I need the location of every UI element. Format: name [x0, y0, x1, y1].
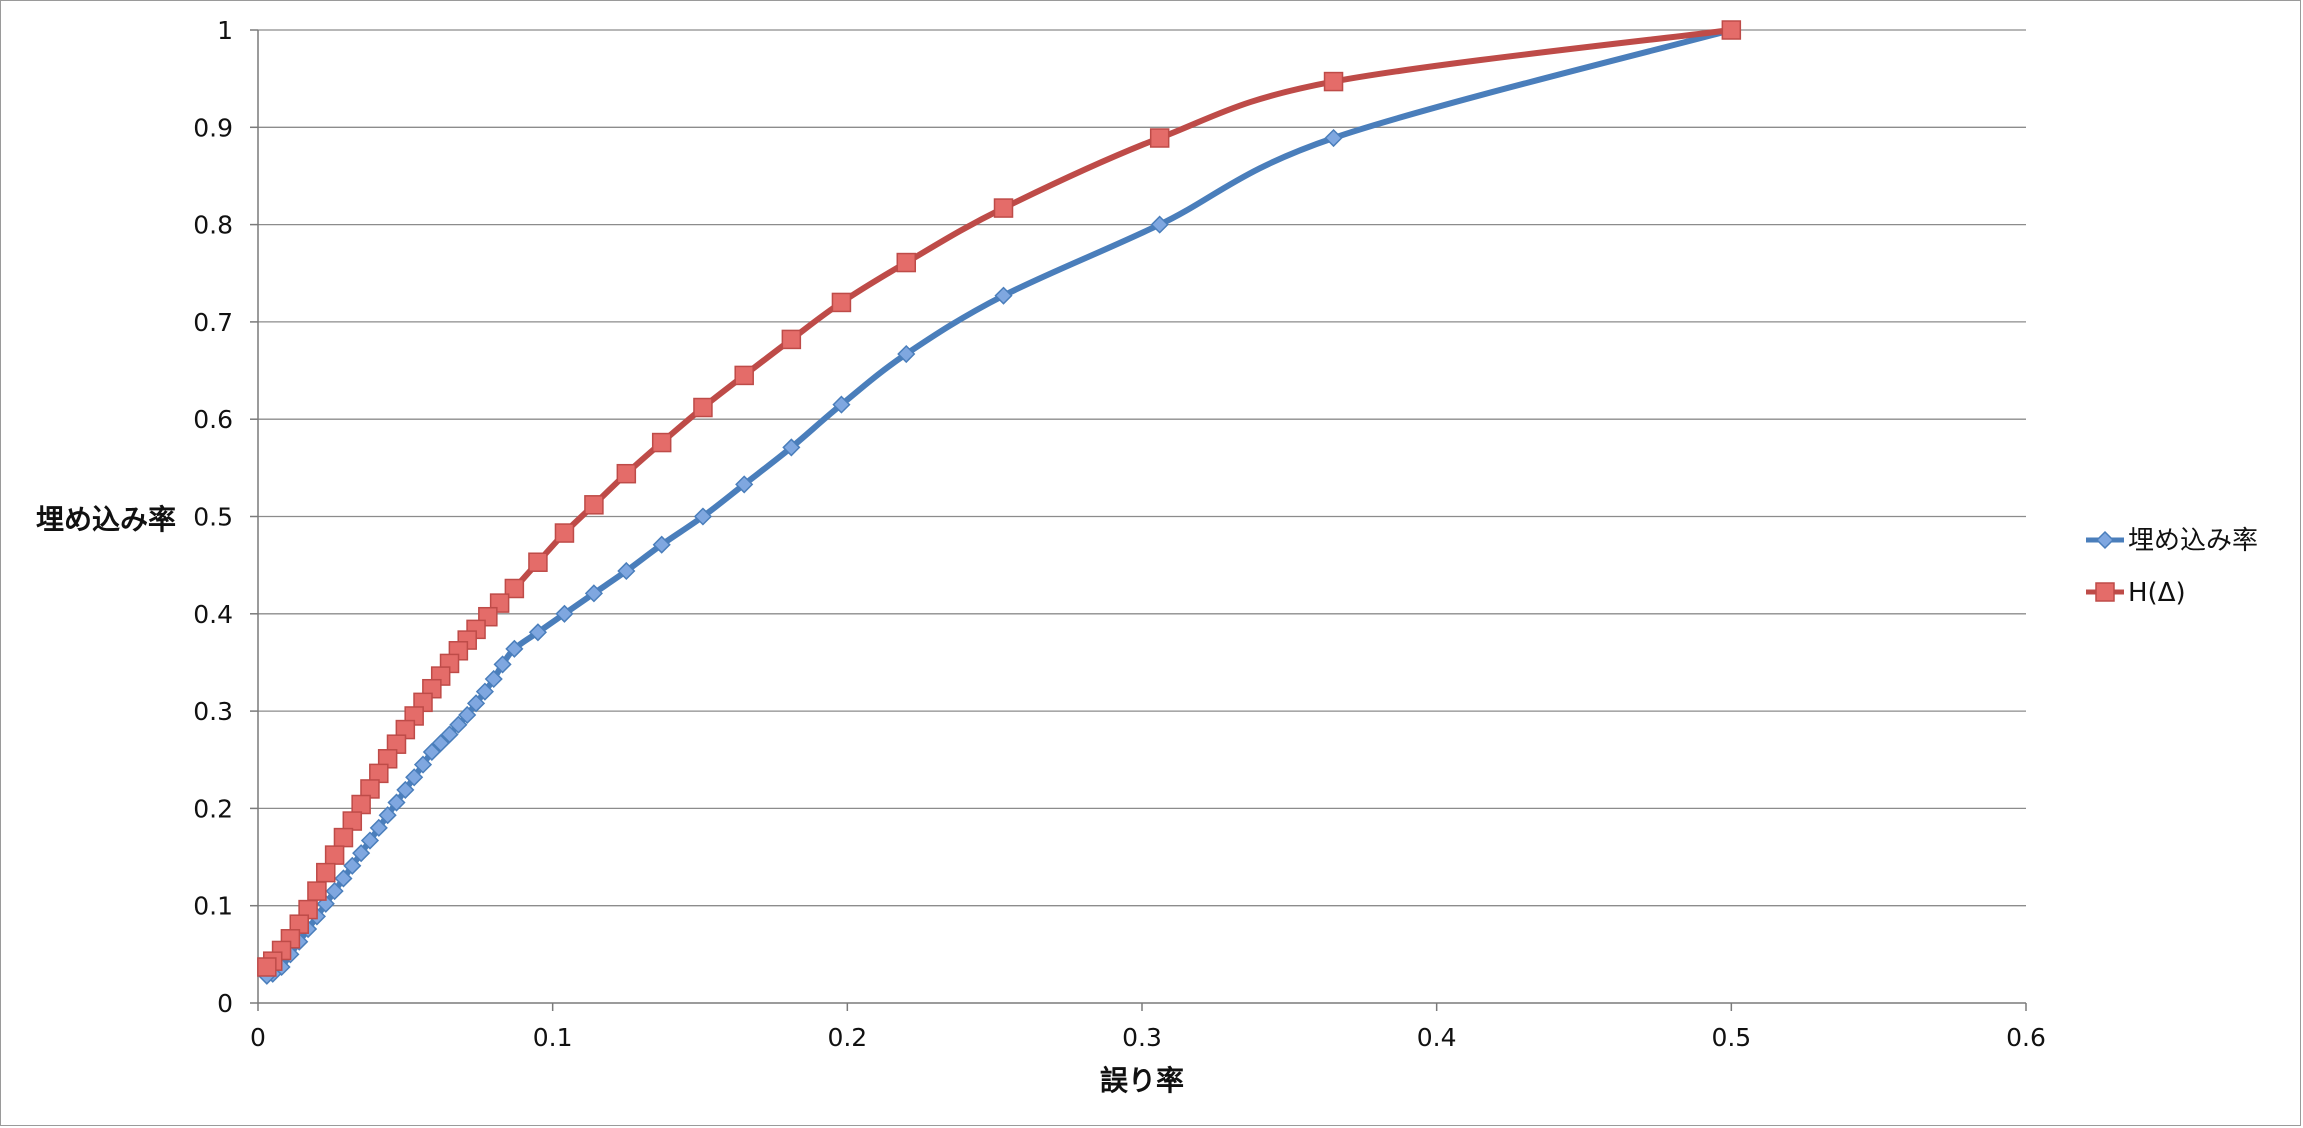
- series-line-0: [263, 27, 1735, 979]
- y-tick-label-4: 0.4: [193, 600, 233, 629]
- y-tick-label-6: 0.6: [193, 405, 233, 434]
- data-point-0-27: [387, 793, 406, 812]
- y-tick-label-2: 0.2: [193, 794, 233, 823]
- series-0: [257, 20, 1741, 985]
- data-point-0-15: [493, 655, 512, 674]
- data-point-0-13: [528, 623, 547, 642]
- data-point-0-1: [1324, 128, 1343, 148]
- data-point-0-9: [652, 535, 671, 554]
- data-point-0-6: [782, 438, 801, 457]
- data-point-0-4: [897, 344, 916, 364]
- data-point-0-32: [343, 856, 362, 875]
- data-point-0-16: [484, 669, 503, 689]
- x-tick-label-6: 0.6: [2006, 1023, 2046, 1052]
- data-point-1-41: [257, 957, 277, 977]
- y-tick-label-10: 1: [217, 16, 233, 45]
- series-1: [257, 20, 1742, 977]
- data-point-1-1: [1323, 71, 1344, 92]
- data-point-0-11: [584, 584, 603, 603]
- data-point-0-21: [440, 725, 459, 744]
- data-point-1-13: [528, 552, 548, 572]
- data-point-1-3: [993, 198, 1014, 218]
- data-point-0-34: [325, 882, 344, 901]
- data-point-1-34: [316, 862, 336, 883]
- y-tick-label-5: 0.5: [193, 503, 233, 532]
- x-tick-label-5: 0.5: [1711, 1023, 1751, 1052]
- x-tick-label-4: 0.4: [1417, 1023, 1457, 1052]
- data-point-1-4: [896, 252, 917, 273]
- data-point-1-12: [554, 523, 575, 543]
- data-point-0-25: [405, 768, 424, 787]
- data-point-1-10: [616, 463, 637, 484]
- data-point-1-2: [1149, 128, 1170, 148]
- data-point-0-20: [449, 715, 468, 734]
- gridlines: [258, 29, 2026, 907]
- data-point-0-22: [431, 734, 450, 753]
- data-point-1-5: [831, 292, 852, 313]
- data-point-0-31: [352, 844, 371, 863]
- data-point-0-18: [466, 694, 486, 713]
- data-point-0-12: [555, 604, 574, 623]
- data-point-0-33: [334, 869, 353, 888]
- data-point-0-28: [378, 806, 397, 825]
- y-tick-label-8: 0.8: [193, 211, 233, 240]
- data-point-0-24: [413, 755, 433, 774]
- y-tick-label-1: 0.1: [193, 892, 233, 921]
- series-group: [257, 20, 1742, 985]
- data-point-0-2: [1150, 215, 1169, 234]
- y-axis-title: 埋め込み率: [36, 503, 176, 536]
- y-tick-label-0: 0: [217, 989, 233, 1018]
- data-point-0-8: [693, 507, 713, 526]
- y-tick-labels: 0 0.1 0.2 0.3 0.4 0.5 0.6 0.7 0.8 0.9 1: [193, 16, 233, 1018]
- data-point-1-7: [734, 365, 754, 386]
- data-point-1-30: [351, 794, 371, 815]
- data-point-0-17: [475, 682, 494, 701]
- legend-label-0: 埋め込み率: [2128, 526, 2258, 556]
- x-tick-labels: 0 0.1 0.2 0.3 0.4 0.5 0.6: [250, 1023, 2046, 1052]
- legend: 埋め込み率 H(Δ): [2086, 526, 2258, 608]
- x-tick-label-3: 0.3: [1122, 1023, 1162, 1052]
- axes: [250, 29, 2027, 1011]
- legend-label-1: H(Δ): [2128, 578, 2186, 608]
- y-tick-label-7: 0.7: [193, 308, 233, 337]
- data-point-1-31: [342, 811, 363, 831]
- legend-marker-1: [2095, 582, 2115, 602]
- data-point-1-11: [584, 495, 604, 515]
- data-point-1-33: [324, 845, 345, 865]
- y-tick-label-9: 0.9: [193, 113, 233, 142]
- data-point-0-14: [505, 639, 524, 658]
- data-point-0-26: [396, 780, 415, 799]
- data-point-0-5: [832, 395, 851, 414]
- x-tick-label-2: 0.2: [827, 1023, 867, 1052]
- data-point-0-30: [360, 831, 380, 850]
- data-point-1-6: [781, 329, 802, 350]
- data-point-0-7: [735, 475, 754, 494]
- data-point-0-10: [617, 561, 636, 581]
- data-point-0-23: [422, 742, 441, 762]
- data-point-1-9: [651, 432, 672, 453]
- data-point-0-19: [458, 705, 477, 725]
- x-axis-title: 誤り率: [1100, 1064, 1184, 1097]
- data-point-1-35: [307, 881, 327, 901]
- x-tick-label-1: 0.1: [533, 1023, 573, 1052]
- data-point-1-8: [693, 397, 713, 418]
- data-point-0-3: [994, 286, 1013, 305]
- y-tick-label-3: 0.3: [193, 697, 233, 726]
- x-tick-label-0: 0: [250, 1023, 266, 1052]
- data-point-1-32: [333, 827, 354, 848]
- legend-marker-0: [2095, 530, 2115, 550]
- data-point-0-29: [369, 818, 388, 837]
- data-point-1-14: [504, 578, 525, 599]
- data-point-1-0: [1721, 20, 1742, 40]
- series-line-1: [263, 27, 1735, 970]
